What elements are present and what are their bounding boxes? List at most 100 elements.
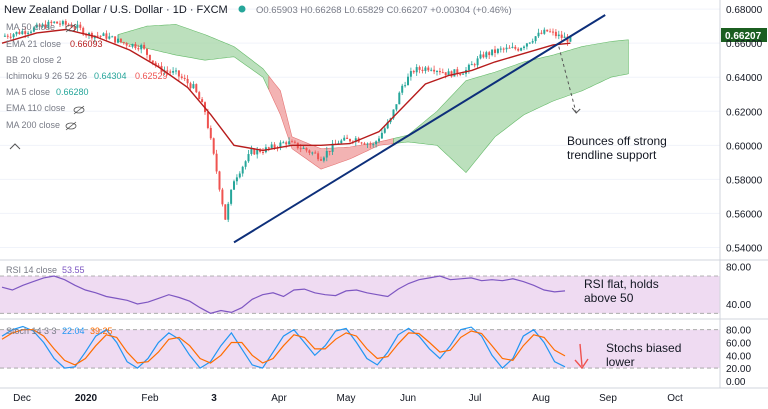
candle-up: [491, 49, 494, 56]
candle-down: [549, 31, 552, 33]
candle-down: [180, 76, 183, 78]
y-tick-label: 0.54000: [726, 243, 763, 254]
candle-down: [70, 25, 73, 28]
candle-down: [360, 142, 363, 144]
candle-down: [148, 54, 151, 61]
candle-down: [105, 33, 108, 39]
candle-up: [244, 161, 247, 167]
legend-bb[interactable]: BB 20 close 2: [6, 55, 62, 65]
legend-ma5-value: 0.66280: [56, 87, 89, 97]
candle-up: [375, 141, 378, 145]
candle-down: [328, 150, 331, 152]
candle-down: [201, 99, 204, 103]
candle-up: [88, 33, 90, 35]
x-tick-label: Feb: [141, 393, 159, 404]
candle-up: [41, 24, 44, 27]
eye-off-icon[interactable]: [65, 121, 77, 131]
candle-up: [424, 67, 427, 71]
collapse-chevron-icon[interactable]: [9, 143, 21, 150]
candle-down: [79, 24, 82, 28]
main-pane: [0, 8, 720, 248]
candle-up: [30, 31, 32, 33]
candle-down: [459, 73, 462, 75]
candle-down: [96, 35, 99, 37]
candle-down: [546, 29, 549, 32]
candle-up: [447, 71, 450, 76]
rsi-header-label[interactable]: RSI 14 close: [6, 265, 57, 275]
candle-up: [505, 47, 508, 50]
legend-ma50[interactable]: MA 50 close: [6, 22, 55, 32]
candle-down: [482, 54, 485, 58]
candle-down: [554, 31, 557, 37]
x-tick-label: Sep: [599, 393, 617, 404]
candle-down: [169, 71, 172, 73]
y-tick-label: 20.00: [726, 364, 751, 375]
legend-ichimoku-v2: 0.62529: [135, 71, 168, 81]
candle-up: [378, 138, 380, 142]
candle-down: [438, 70, 441, 73]
legend-ema110[interactable]: EMA 110 close: [6, 103, 65, 113]
candle-down: [154, 62, 157, 66]
candle-up: [3, 35, 6, 37]
candle-down: [346, 137, 349, 139]
candle-down: [59, 23, 61, 25]
candle-up: [354, 138, 357, 143]
x-tick-label: 3: [211, 393, 217, 404]
candle-down: [73, 27, 76, 29]
candle-down: [267, 147, 270, 149]
x-tick-label: Jul: [469, 393, 482, 404]
candle-up: [537, 32, 540, 37]
legend-ma200[interactable]: MA 200 close: [6, 120, 60, 130]
candle-down: [314, 152, 317, 154]
candle-up: [430, 69, 433, 71]
candle-up: [235, 177, 238, 182]
candle-up: [485, 52, 488, 58]
candle-up: [172, 71, 175, 73]
candle-down: [349, 138, 351, 142]
legend-ema21-value: 0.66093: [70, 39, 103, 49]
candle-down: [540, 32, 543, 34]
stoch-header-label[interactable]: Stoch 14 3 3: [6, 326, 57, 336]
y-tick-label: 0.60000: [726, 141, 763, 152]
stoch-d-line: [1, 329, 566, 366]
candle-down: [215, 153, 218, 172]
candle-down: [369, 143, 372, 145]
eye-off-icon[interactable]: [73, 105, 85, 115]
candle-up: [270, 144, 273, 149]
candle-up: [386, 122, 389, 129]
candle-down: [421, 69, 424, 71]
candle-up: [453, 69, 456, 77]
eye-off-icon[interactable]: [65, 23, 77, 33]
candle-down: [218, 171, 221, 190]
candle-down: [273, 144, 276, 148]
candle-down: [114, 36, 117, 43]
candle-down: [427, 67, 430, 71]
candle-up: [528, 42, 531, 44]
candle-down: [9, 36, 12, 38]
candle-up: [467, 64, 470, 70]
candle-down: [38, 24, 41, 27]
y-tick-label: 0.58000: [726, 175, 763, 186]
cloud-bullish: [393, 39, 629, 174]
legend-ema21[interactable]: EMA 21 close: [6, 39, 61, 49]
candle-down: [157, 65, 160, 67]
symbol-title: New Zealand Dollar / U.S. Dollar · 1D · …: [4, 4, 228, 16]
candle-down: [508, 47, 511, 49]
y-tick-label: 80.00: [726, 326, 751, 337]
candle-up: [523, 46, 525, 49]
legend-ma5[interactable]: MA 5 close: [6, 87, 50, 97]
candle-down: [134, 44, 137, 49]
candle-down: [189, 83, 192, 89]
candle-up: [192, 84, 195, 89]
candle-up: [380, 132, 383, 139]
candle-up: [479, 54, 482, 59]
candle-down: [308, 150, 311, 153]
candle-up: [520, 48, 523, 51]
candle-up: [12, 34, 15, 38]
candle-up: [256, 149, 259, 155]
rsi-header-value: 53.55: [62, 265, 85, 275]
candle-down: [151, 60, 154, 63]
candle-up: [108, 36, 111, 39]
annotation-rsi-line2: above 50: [584, 291, 634, 305]
legend-ichimoku[interactable]: Ichimoku 9 26 52 26: [6, 71, 87, 81]
